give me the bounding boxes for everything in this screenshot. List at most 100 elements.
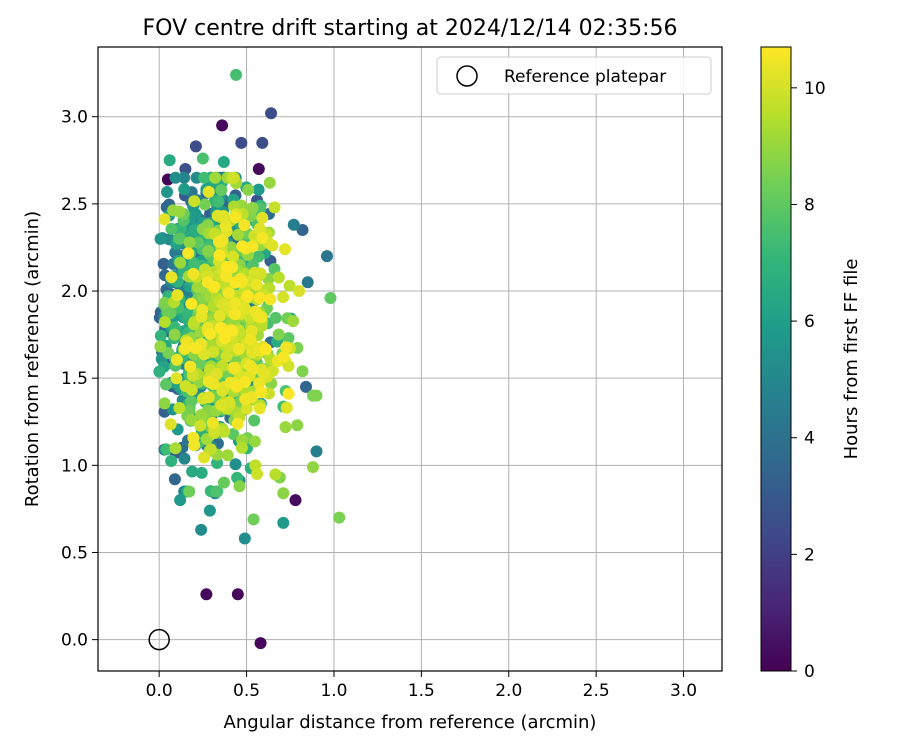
x-axis-ticks: 0.0 0.5 1.0 1.5 2.0 2.5 3.0	[146, 671, 697, 701]
data-point	[195, 523, 208, 536]
colorbar-tick-label: 8	[804, 195, 815, 215]
data-point	[186, 465, 199, 478]
data-point	[219, 220, 232, 233]
y-tick-label: 1.5	[61, 369, 88, 389]
data-point	[178, 342, 191, 355]
data-point	[269, 468, 282, 481]
x-tick-label: 3.0	[670, 681, 697, 701]
data-points	[153, 68, 346, 650]
data-point	[153, 365, 166, 378]
data-point	[228, 361, 241, 374]
data-point	[272, 328, 285, 341]
data-point	[178, 452, 191, 465]
y-axis-ticks: 0.0 0.5 1.0 1.5 2.0 2.5 3.0	[61, 108, 98, 651]
data-point	[169, 442, 182, 455]
data-point	[242, 183, 255, 196]
data-point	[204, 443, 217, 456]
legend-marker	[456, 65, 478, 87]
data-point	[198, 171, 211, 184]
data-point	[154, 329, 167, 342]
colorbar-label: Hours from first FF file	[841, 259, 862, 460]
data-point	[252, 163, 265, 176]
data-point	[232, 228, 245, 241]
data-point	[269, 311, 282, 324]
legend: Reference platepar	[436, 56, 712, 95]
data-point	[310, 445, 323, 458]
data-point	[183, 236, 196, 249]
x-tick-label: 0.5	[233, 681, 260, 701]
data-point	[265, 107, 278, 120]
data-point	[255, 386, 268, 399]
data-point	[185, 413, 198, 426]
data-point	[255, 311, 268, 324]
colorbar-tick-label: 0	[804, 662, 815, 682]
data-point	[187, 267, 200, 280]
data-point	[222, 286, 235, 299]
data-point	[202, 391, 215, 404]
reference-platepar-point	[148, 628, 170, 651]
data-point	[282, 359, 295, 372]
data-point	[231, 417, 244, 430]
data-point	[238, 302, 251, 315]
data-point	[225, 324, 238, 337]
data-point	[256, 211, 269, 224]
data-point	[301, 276, 314, 289]
data-point	[184, 360, 197, 373]
data-point	[208, 280, 221, 293]
data-point	[230, 68, 243, 81]
data-point	[216, 119, 229, 132]
data-point	[253, 377, 266, 390]
data-point	[165, 454, 178, 467]
data-point	[198, 348, 211, 361]
y-tick-label: 2.5	[61, 195, 88, 215]
data-point	[253, 402, 266, 415]
data-point	[173, 402, 186, 415]
data-point	[272, 271, 285, 284]
data-point	[296, 365, 309, 378]
data-point	[324, 291, 337, 304]
y-tick-label: 0.5	[61, 543, 88, 563]
data-point	[217, 476, 230, 489]
data-point	[210, 485, 223, 498]
data-point	[277, 487, 290, 500]
data-point	[195, 466, 208, 479]
data-point	[158, 397, 171, 410]
data-point	[227, 250, 240, 263]
colorbar-tick-label: 2	[804, 545, 815, 565]
data-point	[188, 195, 201, 208]
data-point	[221, 449, 234, 462]
data-point	[218, 425, 231, 438]
data-point	[183, 485, 196, 498]
colorbar-ticks: 0 2 4 6 8 10	[791, 79, 826, 682]
data-point	[229, 276, 242, 289]
data-point	[220, 350, 233, 363]
data-point	[215, 399, 228, 412]
data-point	[160, 443, 173, 456]
data-point	[229, 308, 242, 321]
data-point	[154, 232, 167, 245]
plot-frame	[97, 46, 723, 672]
data-point	[194, 419, 207, 432]
data-point	[174, 256, 187, 269]
data-point	[220, 270, 233, 283]
data-point	[241, 290, 254, 303]
data-point	[296, 224, 309, 237]
data-point	[253, 291, 266, 304]
data-point	[158, 296, 171, 309]
data-point	[280, 341, 293, 354]
data-point	[266, 239, 279, 252]
data-point	[202, 375, 215, 388]
data-point	[238, 219, 251, 232]
data-point	[277, 351, 290, 364]
data-point	[174, 232, 187, 245]
data-point	[232, 342, 245, 355]
data-point	[164, 418, 177, 431]
y-tick-label: 3.0	[61, 108, 88, 128]
data-point	[244, 359, 257, 372]
data-point	[282, 332, 295, 345]
data-point	[254, 637, 267, 650]
data-point	[310, 389, 323, 402]
data-point	[279, 421, 292, 434]
colorbar-tick-label: 4	[804, 429, 815, 449]
